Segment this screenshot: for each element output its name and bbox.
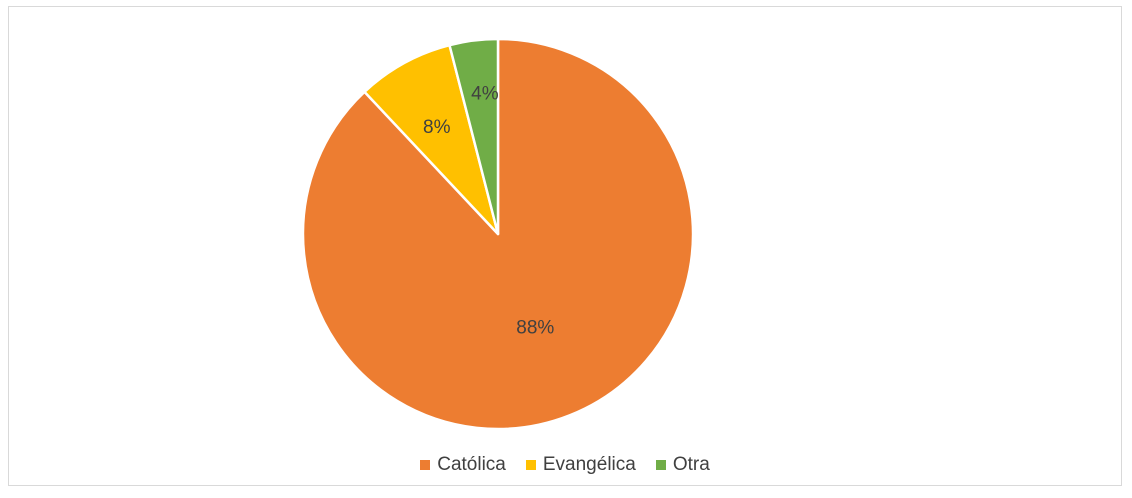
legend-item-otra: Otra <box>655 454 710 476</box>
data-label-evangelica: 8% <box>423 117 451 138</box>
legend-swatch-evangelica <box>525 460 536 470</box>
legend-item-evangelica: Evangélica <box>525 454 636 476</box>
pie-slice-otra <box>448 37 500 236</box>
data-label-catolica: 88% <box>516 317 554 338</box>
chart-area: 88% 8% 4% Católica Evangélica Otra <box>8 6 1122 486</box>
legend-label-otra: Otra <box>672 454 710 475</box>
legend-item-catolica: Católica <box>420 454 506 476</box>
legend-swatch-otra <box>655 460 666 470</box>
legend-swatch-catolica <box>420 460 431 470</box>
data-label-otra: 4% <box>471 84 499 105</box>
pie-chart: 88% 8% 4% <box>301 37 695 431</box>
legend-label-evangelica: Evangélica <box>542 454 636 475</box>
legend-label-catolica: Católica <box>437 454 506 475</box>
legend: Católica Evangélica Otra <box>9 454 1121 476</box>
pie-slice-evangelica <box>363 43 500 236</box>
